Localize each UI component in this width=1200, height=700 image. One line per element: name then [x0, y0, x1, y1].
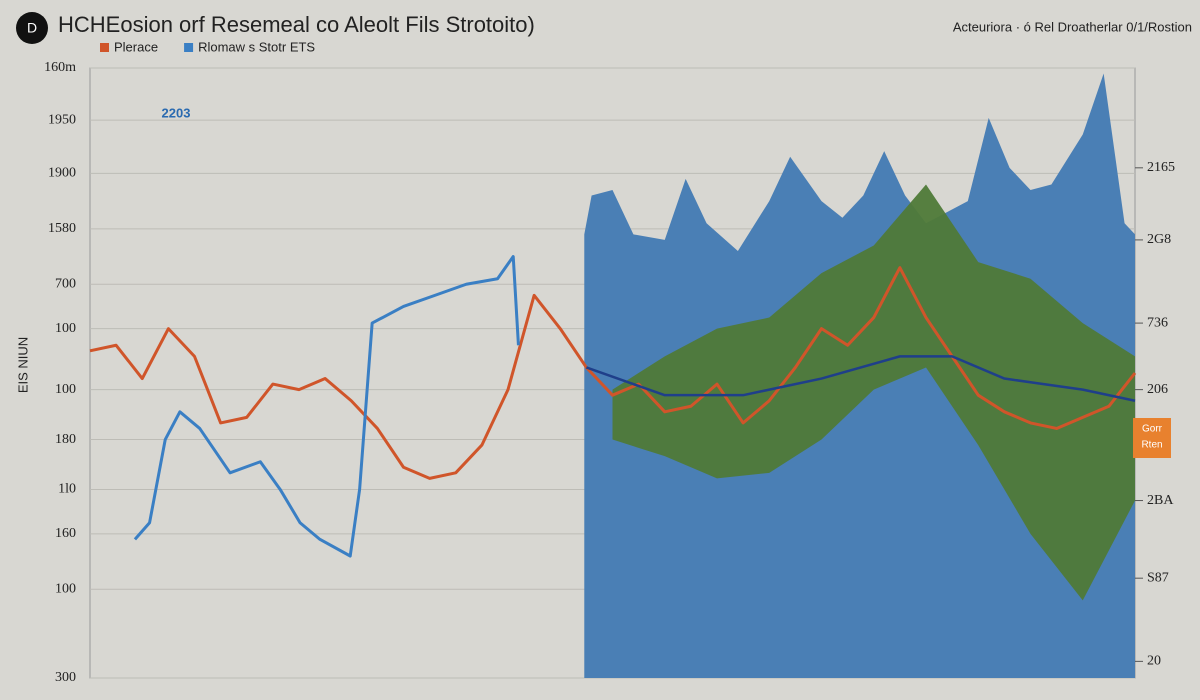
chart-title: HCHEosion orf Resemeal co Aleolt Fils St…: [58, 12, 535, 37]
y2-tick-label: 2BA: [1147, 493, 1174, 508]
legend-swatch: [184, 43, 194, 52]
y2-tick-label: 2165: [1147, 160, 1175, 175]
y-tick-label: 1580: [48, 221, 76, 236]
legend-label: Plerace: [114, 39, 158, 54]
line: [89, 266, 1137, 480]
y-tick-label: 100: [55, 581, 76, 596]
line: [585, 355, 1136, 402]
y2-tick-label: 736: [1147, 315, 1168, 330]
annotation-box: [1133, 418, 1171, 458]
y-tick-label: 100: [55, 321, 76, 336]
y-tick-label: 1l0: [58, 482, 76, 497]
annotation: Rten: [1141, 440, 1162, 451]
y-axis-label: EIS NIUN: [15, 337, 30, 393]
legend-swatch: [100, 43, 109, 52]
y2-tick-label: S87: [1147, 570, 1169, 585]
y2-tick-label: 2G8: [1147, 232, 1171, 247]
annotation: Gorr: [1142, 424, 1163, 435]
line: [133, 255, 520, 558]
y-tick-label: 100: [55, 382, 76, 397]
y-tick-label: 700: [55, 276, 76, 291]
y-tick-label: 300: [55, 670, 76, 685]
y-tick-label: 1950: [48, 112, 76, 127]
logo: D: [27, 20, 37, 36]
logo-circle: [16, 12, 48, 44]
y-tick-label: 160: [55, 526, 76, 541]
y2-tick-label: 20: [1147, 654, 1161, 669]
annotation: 2203: [162, 105, 191, 120]
y-tick-label: 180: [55, 432, 76, 447]
y-tick-label: 1900: [48, 166, 76, 181]
band: [612, 184, 1135, 601]
chart-subtitle: Acteuriora · ó Rel Droatherlar 0/1/Rosti…: [953, 19, 1192, 34]
legend-label: Rlomaw s Stotr ETS: [198, 39, 315, 54]
y2-tick-label: 206: [1147, 382, 1168, 397]
y-tick-label: 160m: [44, 60, 76, 75]
